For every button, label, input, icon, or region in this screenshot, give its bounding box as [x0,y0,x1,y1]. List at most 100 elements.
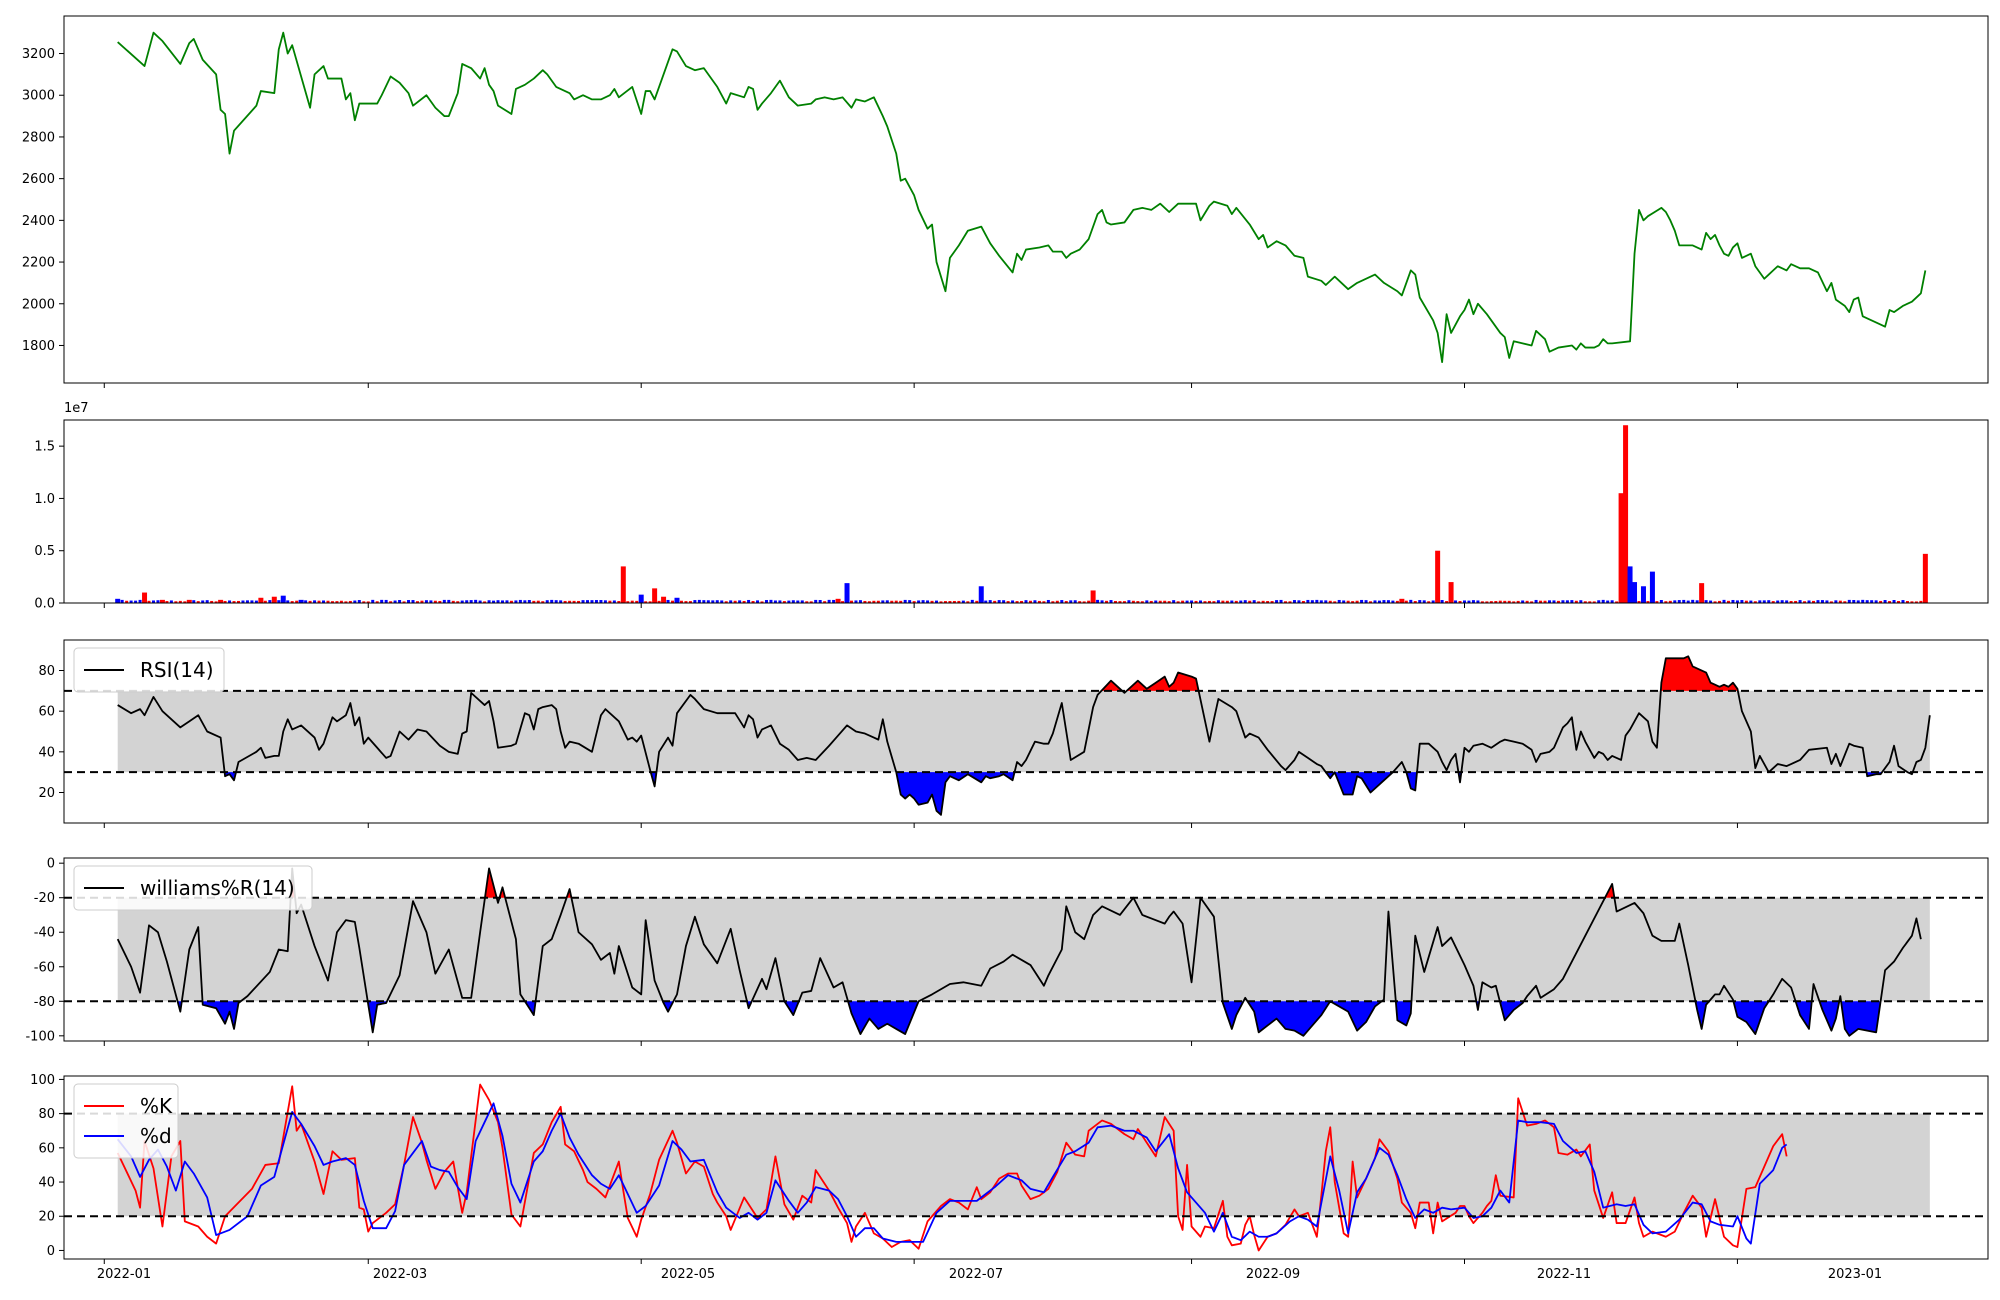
volume-bar [885,600,889,603]
volume-bar [1315,599,1319,603]
volume-bar [237,600,241,603]
volume-bar [1883,600,1887,603]
volume-bar [1516,600,1520,603]
volume-bar [1561,600,1565,603]
volume-bar [384,599,388,603]
volume-bar [509,600,513,603]
volume-bar [1632,582,1638,603]
volume-bar [159,599,165,603]
volume-bar [398,600,402,603]
volume-bar [245,600,249,603]
volume-bar [671,600,675,603]
volume-bar [353,600,357,603]
volume-bar [447,599,451,603]
volume-bar [1382,600,1386,603]
y-tick-label: 60 [38,1141,55,1156]
volume-bar [984,600,988,603]
volume-bar [1355,600,1359,603]
volume-bar [442,599,446,603]
volume-bar [1834,600,1838,603]
volume-bar [541,601,545,603]
x-tick-label: 2022-03 [373,1267,427,1282]
volume-bar [186,599,192,603]
volume-bar [460,600,464,603]
volume-bar [1829,601,1833,603]
volume-bar [1758,600,1762,603]
volume-bar [1807,600,1811,603]
volume-bar [800,600,804,603]
volume-bar [290,601,294,603]
volume-bar [1351,601,1355,603]
volume-bar [1409,599,1413,603]
volume-bar [1865,600,1869,603]
volume-bar [993,600,997,603]
volume-bar [1530,601,1534,603]
band-shading [117,1113,1930,1217]
volume-bar [1377,600,1381,603]
volume-bar [375,601,379,603]
oversold-fill [1222,1001,1244,1029]
volume-bar [1879,600,1883,603]
y-tick-label: 20 [38,786,55,801]
axes-frame [63,1075,1989,1260]
volume-bar [769,599,773,603]
volume-bar [1588,601,1592,603]
volume-bar [1695,600,1699,603]
volume-bar [1820,600,1824,603]
volume-bar [1176,601,1180,603]
d-line [116,1102,1788,1245]
volume-bar [438,600,442,603]
volume-bar [295,600,299,603]
volume-bar [241,600,245,603]
volume-bar [1337,599,1341,603]
volume-bar [1203,601,1207,603]
volume-bar [1570,600,1574,603]
volume-bar [1270,601,1274,603]
volume-bar [854,600,858,603]
volume-bar [1476,600,1480,603]
volume-bar [250,600,254,603]
volume-bar [371,599,375,603]
volume-bar [1404,600,1408,603]
volume-bar [890,600,894,603]
volume-bar [617,601,621,603]
volume-bar [1691,599,1695,603]
volume-bar [1825,600,1829,603]
volume-bar [545,600,549,603]
volume-bar [330,601,334,603]
volume-bar [563,600,567,603]
volume-bar [1028,600,1032,603]
overbought-fill [1660,656,1738,691]
volume-bar [1445,601,1449,603]
volume-bar [1212,601,1216,603]
y-tick-label: 1.0 [34,492,55,507]
volume-bar [1856,600,1860,603]
volume-bar [1901,600,1905,603]
y-tick-label: 40 [38,745,55,760]
volume-bar [1646,601,1650,603]
volume-bar [169,600,173,603]
volume-bar [568,600,572,603]
volume-bar [232,601,236,603]
volume-bar [1154,600,1158,603]
y-tick-label: 0 [47,1244,55,1259]
volume-bar [858,600,862,603]
legend-label: %d [140,1124,172,1148]
volume-bar [1113,600,1117,603]
volume-bar [1910,601,1914,603]
volume-bar [1319,600,1323,603]
volume-bar [572,600,576,603]
volume-bar [277,600,281,603]
volume-bar [1373,600,1377,603]
volume-bar [407,600,411,603]
y-tick-label: -40 [34,926,55,941]
axes-frame [63,15,1989,384]
volume-bar [1225,600,1229,603]
volume-bar [514,600,518,603]
volume-bar [849,600,853,603]
volume-bar [1279,599,1283,603]
volume-bar [1525,600,1529,603]
oversold-fill [1841,1001,1881,1036]
volume-bar [738,600,742,603]
volume-bar [469,600,473,603]
